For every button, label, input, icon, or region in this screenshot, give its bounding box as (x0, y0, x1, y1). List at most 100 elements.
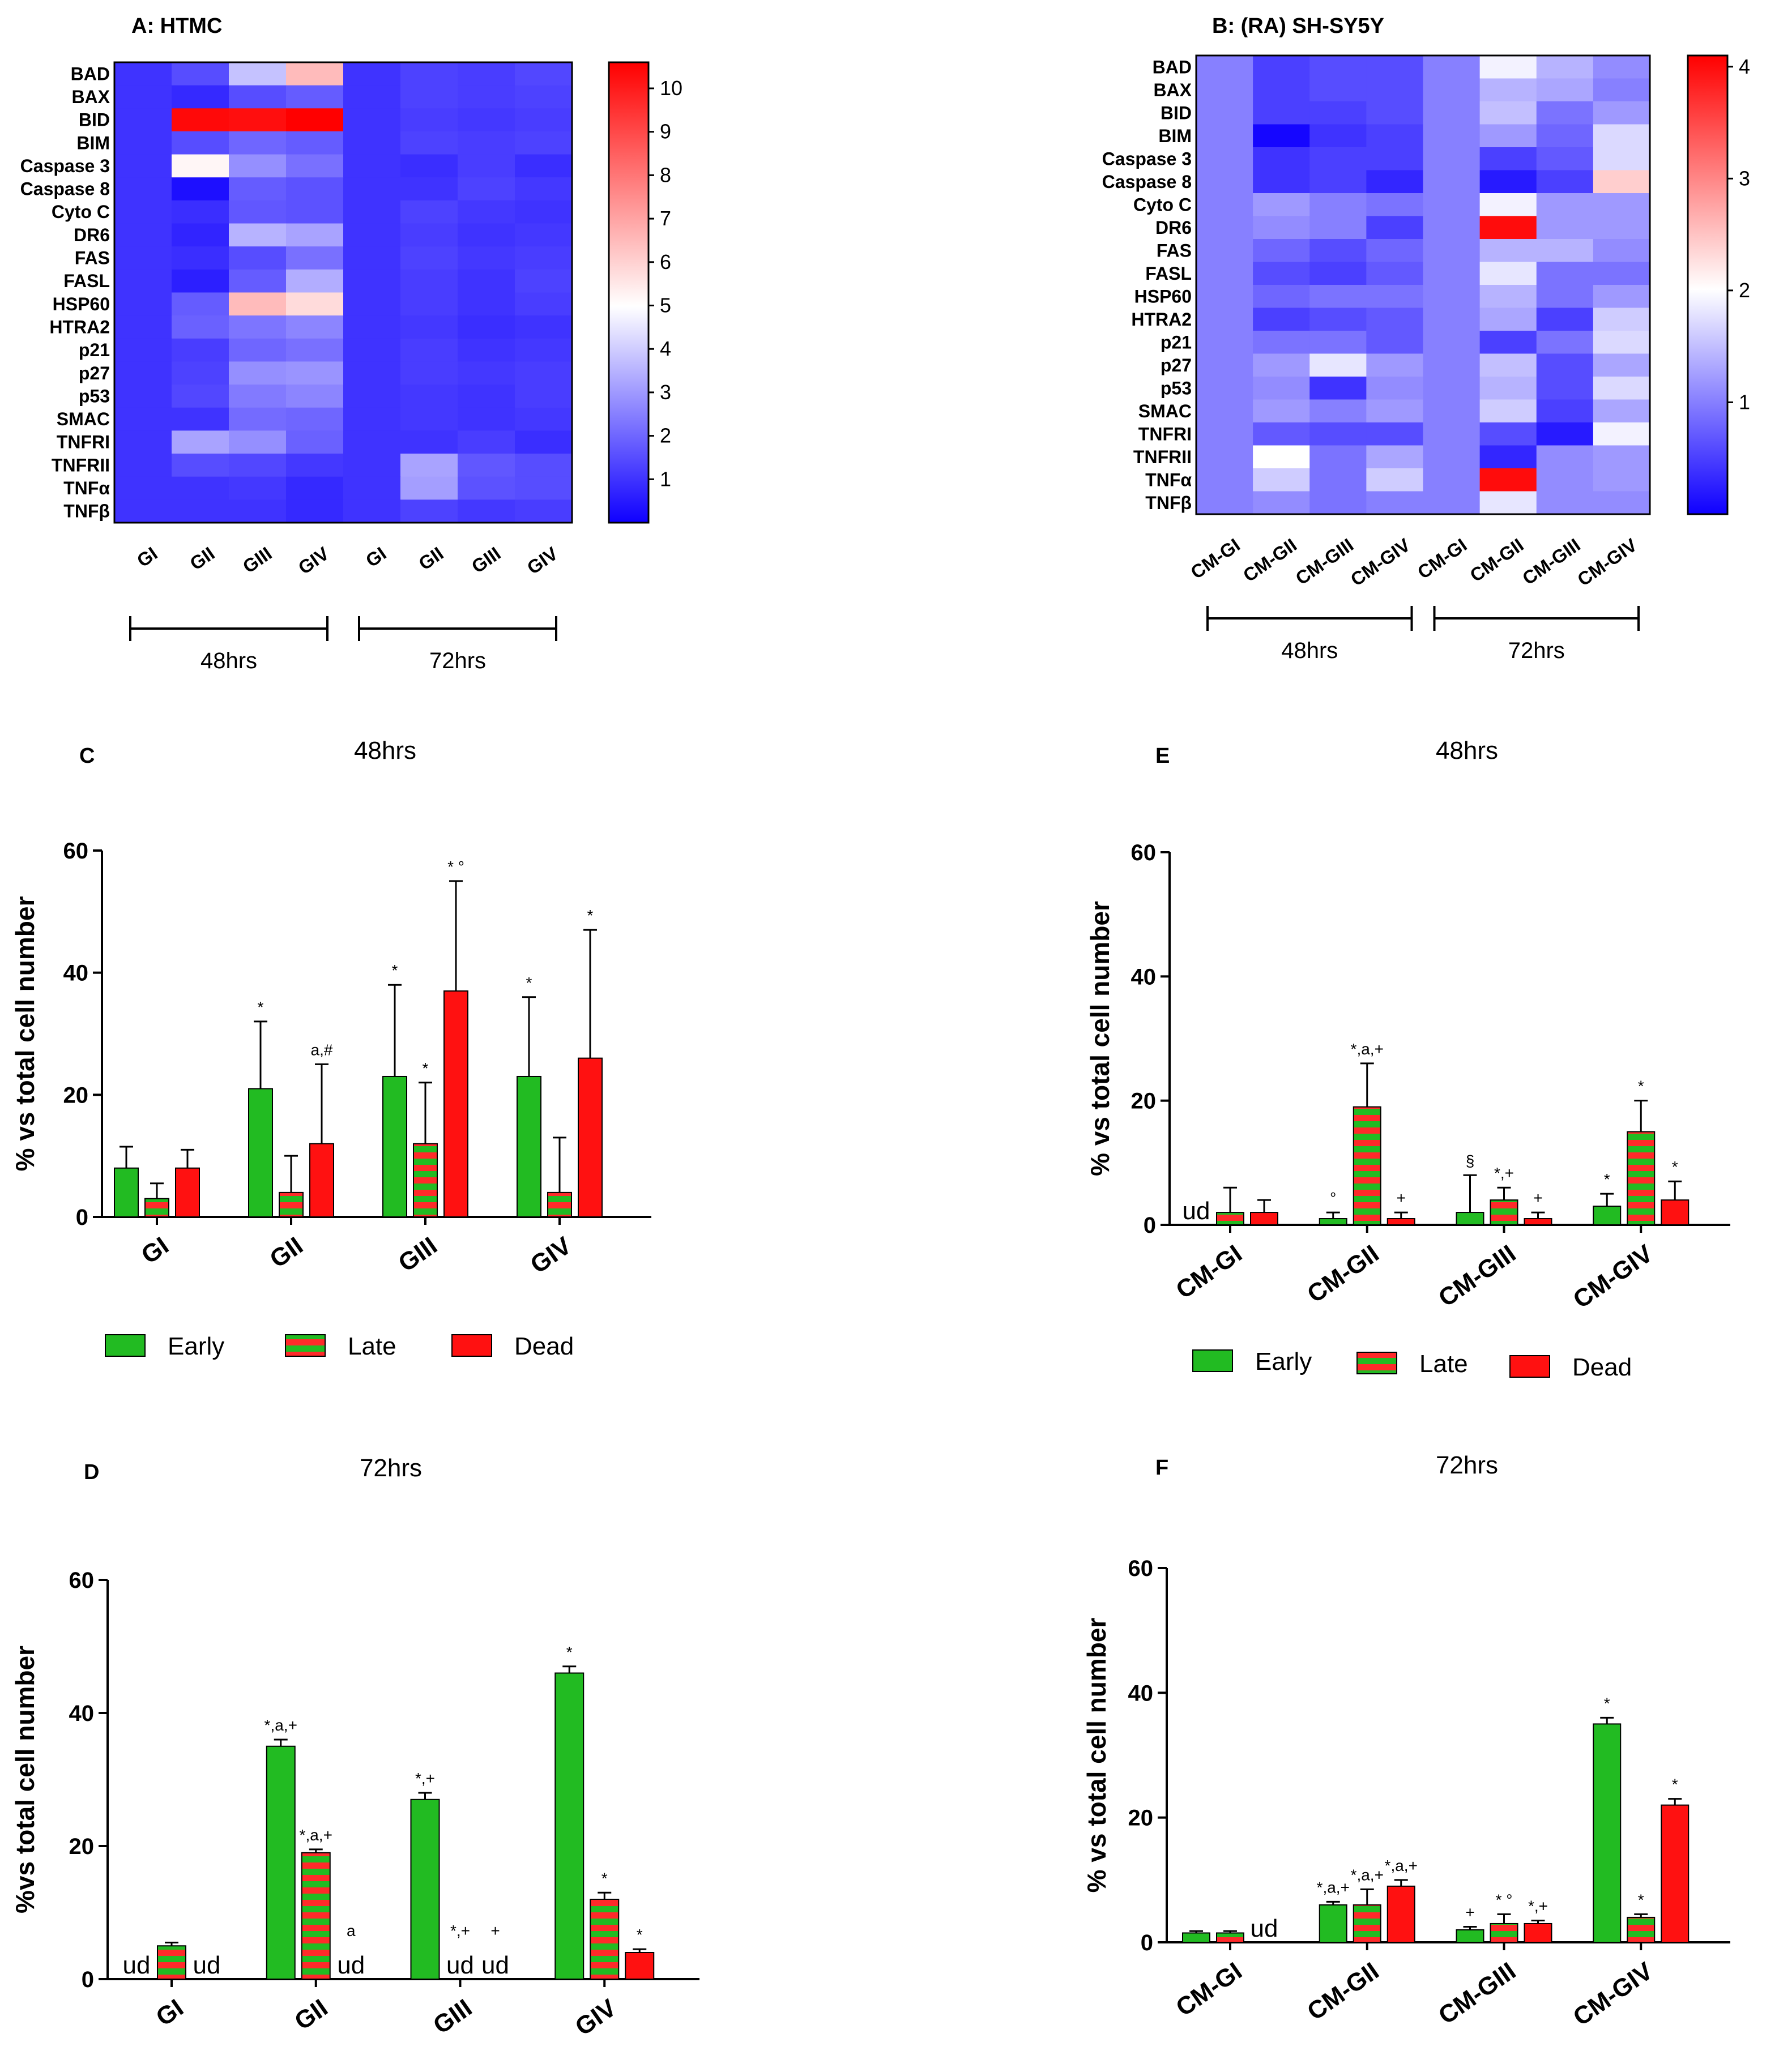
heatmap-cell (1196, 307, 1253, 331)
heatmap-cell (1309, 147, 1367, 171)
heatmap-row-label: Caspase 3 (20, 156, 110, 176)
heatmap-cell (1253, 101, 1310, 125)
heatmap-col-label: CM-GI (1187, 534, 1244, 583)
heatmap-cell (343, 292, 401, 316)
bar-late (1216, 1212, 1244, 1225)
bar-late (157, 1945, 186, 1980)
heatmap-cell (1309, 193, 1367, 217)
colorbar-tick-label: 4 (660, 337, 671, 360)
heatmap-cell (1366, 399, 1424, 423)
heatmap-cell (515, 85, 573, 109)
heatmap-row-label: FASL (1145, 263, 1192, 284)
heatmap-row-label: p27 (79, 363, 110, 383)
panel-a-title: A: HTMC (131, 14, 222, 38)
y-axis-label: %vs total cell number (10, 1646, 40, 1913)
heatmap-cell (1593, 262, 1650, 285)
heatmap-cell (1196, 285, 1253, 309)
heatmap-cell (286, 62, 344, 86)
heatmap-cell (1366, 491, 1424, 515)
heatmap-cell (1423, 468, 1481, 492)
heatmap-cell (1196, 55, 1253, 79)
heatmap-cell (1309, 445, 1367, 469)
heatmap-cell (1423, 78, 1481, 102)
heatmap-cell (1593, 101, 1650, 125)
significance-annotation: * (1604, 1694, 1610, 1712)
heatmap-cell (1593, 239, 1650, 263)
x-tick-label: CM-GIII (1434, 1957, 1521, 2030)
x-tick-label: CM-GIV (1568, 1957, 1658, 2032)
x-tick-label: GI (151, 1994, 189, 2032)
significance-annotation: * (637, 1926, 643, 1943)
heatmap-cell (400, 223, 458, 247)
heatmap-cell (286, 108, 344, 132)
bar-late (590, 1899, 620, 1980)
heatmap-cell (229, 154, 287, 178)
heatmap-cell (400, 499, 458, 523)
heatmap-cell (229, 292, 287, 316)
significance-annotation: *,a,+ (1385, 1857, 1418, 1874)
heatmap-cell (114, 361, 172, 385)
heatmap-row-label: HTRA2 (49, 317, 110, 337)
heatmap-cell (343, 407, 401, 431)
heatmap-cell (343, 430, 401, 454)
heatmap-cell (1593, 193, 1650, 217)
significance-annotation: * (1604, 1170, 1610, 1188)
heatmap-col-label: CM-GI (1414, 534, 1471, 583)
heatmap-cell (343, 269, 401, 293)
heatmap-frame (113, 61, 573, 524)
heatmap-cell (400, 454, 458, 477)
heatmap-cell (114, 385, 172, 408)
x-tick-label: GI (136, 1232, 174, 1270)
not-detected-label: ud (193, 1951, 221, 1979)
heatmap-cell (1196, 170, 1253, 194)
significance-annotation: + (490, 1922, 500, 1939)
heatmap-cell (515, 361, 573, 385)
y-tick-label: 60 (1128, 1556, 1154, 1581)
heatmap-cell (172, 154, 229, 178)
x-tick-label: GIII (394, 1232, 442, 1278)
x-tick-label: CM-GI (1171, 1957, 1247, 2022)
heatmap-cell (515, 246, 573, 270)
heatmap-cell (229, 385, 287, 408)
bar-dead (443, 990, 468, 1218)
heatmap-cell (515, 177, 573, 201)
heatmap-cell (1479, 445, 1537, 469)
heatmap-cell (1479, 78, 1537, 102)
y-axis-label: % vs total cell number (1085, 901, 1115, 1176)
colorbar-tick-label: 4 (1739, 55, 1750, 78)
heatmap-cell (1366, 468, 1424, 492)
bar-late (279, 1191, 304, 1218)
heatmap-cell (515, 154, 573, 178)
heatmap-col-label: GIV (295, 542, 333, 578)
heatmap-cell (1536, 399, 1594, 423)
not-detected-label: ud (1251, 1915, 1278, 1942)
significance-annotation: * (1638, 1891, 1644, 1908)
heatmap-cell (343, 499, 401, 523)
significance-annotation: a,# (311, 1041, 333, 1058)
colorbar-tick-label: 6 (660, 250, 671, 274)
heatmap-cell (458, 338, 515, 362)
colorbar-tick-label: 8 (660, 163, 671, 186)
heatmap-col-label: CM-GIII (1518, 534, 1584, 589)
heatmap-cell (229, 246, 287, 270)
heatmap-cell (172, 62, 229, 86)
significance-annotation: * (1672, 1158, 1678, 1176)
bar-late (1353, 1904, 1381, 1943)
bar-dead (1386, 1218, 1415, 1226)
heatmap-cell (1253, 353, 1310, 377)
heatmap-cell (1479, 331, 1537, 354)
heatmap-col-label: GIII (239, 542, 276, 577)
bar-dead (1661, 1804, 1690, 1943)
y-tick-label: 20 (1128, 1806, 1154, 1831)
heatmap-cell (1423, 216, 1481, 240)
heatmap-cell (286, 454, 344, 477)
heatmap-cell (515, 338, 573, 362)
heatmap-cell (1423, 55, 1481, 79)
colorbar-tick-label: 10 (660, 76, 682, 100)
heatmap-row-label: TNFα (1145, 469, 1192, 490)
heatmap-cell (1196, 78, 1253, 102)
heatmap-cell (172, 407, 229, 431)
colorbar-tick-label: 9 (660, 120, 671, 143)
heatmap-cell (1593, 353, 1650, 377)
heatmap-cell (1366, 55, 1424, 79)
